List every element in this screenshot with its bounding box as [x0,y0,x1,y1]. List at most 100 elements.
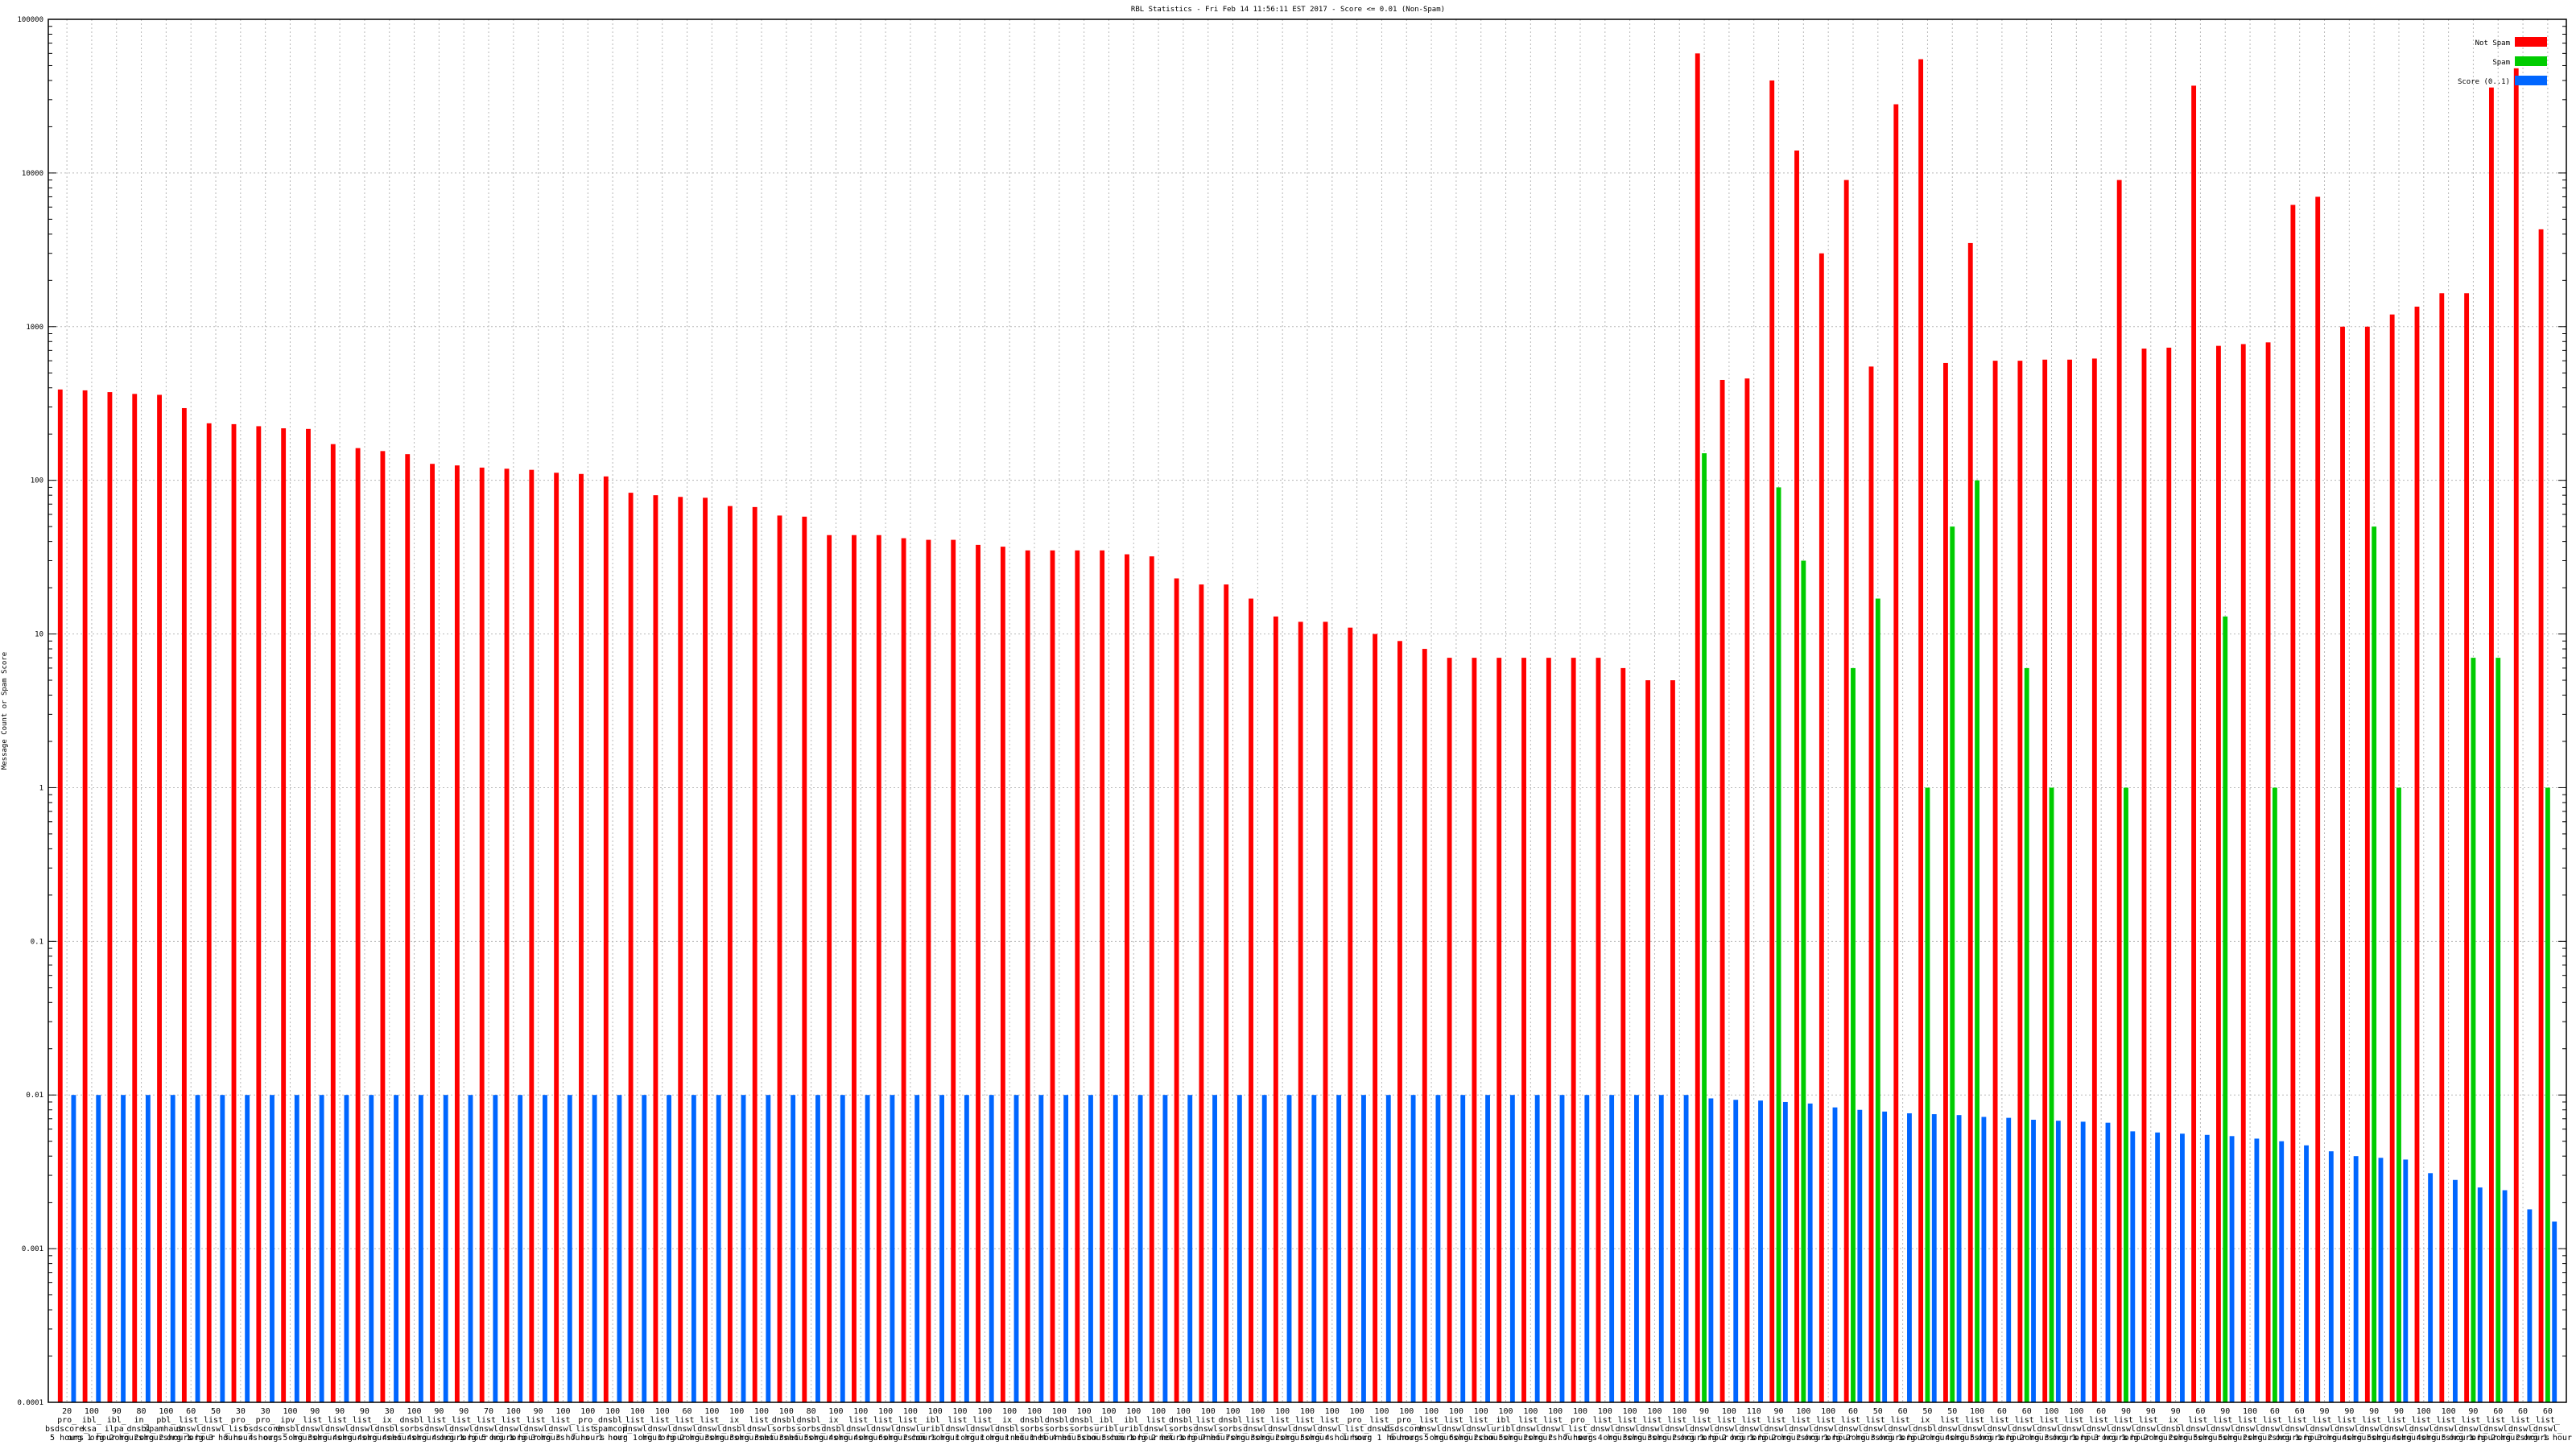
not-spam-bar [2091,358,2097,1402]
x-tick-label: 90 list_ dnswl_ org 4 hours [2372,1407,2425,1443]
score-bar [1038,1095,1044,1402]
x-tick-label: 100 dnsbl_ spamcop_ 1 hour [593,1407,633,1443]
x-tick-label: 60 list_ dnswl_ org 2 hours [660,1407,713,1443]
spam-bar [1702,453,1707,1403]
score-bar [145,1095,151,1402]
not-spam-bar [430,464,435,1403]
x-tick-label: 100 dnsbl_ sorbs_ net 4 hours [387,1407,440,1443]
spam-bar [2272,787,2277,1402]
x-tick-label: 60 list_ dnswl_ org 2 hours [2496,1407,2549,1443]
score-bar [791,1095,796,1402]
score-bar [1907,1113,1912,1402]
not-spam-bar [1794,150,1799,1403]
not-spam-bar [1025,550,1030,1403]
score-bar [1385,1095,1391,1402]
not-spam-bar [1050,550,1055,1403]
not-spam-bar [1521,658,1526,1402]
y-tick-label: 1 [39,784,43,792]
x-tick-label: 100 list_ dnswl_ org 2 hours [1653,1407,1706,1443]
not-spam-bar [926,539,931,1402]
score-bar [1832,1107,1838,1402]
x-tick-label: 100 list_ dnswl_ org 1 hour [935,1407,984,1443]
not-spam-bar [1224,584,1229,1402]
score-bar [1137,1095,1143,1402]
spam-bar [2124,787,2128,1402]
x-tick-label: 100 list_ dnswl_ org 4 hours [834,1407,887,1443]
y-axis-ticks: 100000 10000 1000 100 10 1 0.1 0.01 0.001 0.0001 [17,16,2566,1407]
score-bar [319,1095,324,1402]
score-bar [1931,1114,1937,1402]
x-tick-label: 100 list_ dnswl_ org 1 hour [638,1407,687,1443]
score-bar [1460,1095,1466,1402]
score-bar [1162,1095,1168,1402]
x-tick-label: 100 list_ dnswl_ org 2 hours [1132,1407,1185,1443]
not-spam-bar [2513,68,2519,1402]
x-tick-label: 90 list_ dnswl_ org 2 hours [1752,1407,1805,1443]
legend-swatch [2515,76,2547,85]
score-bar [344,1095,349,1402]
y-tick-label: 100000 [17,16,43,24]
score-bar [2477,1187,2483,1402]
score-bar [890,1095,895,1402]
not-spam-bar [504,469,510,1402]
not-spam-bar [1843,180,1849,1402]
not-spam-bar [1199,584,1204,1402]
x-tick-label: 90 list_ dnswl_ org 3 hours [512,1407,565,1443]
x-tick-label: 50 ix_ dnsbl_ org 2 hours [1901,1407,1954,1443]
not-spam-bar [256,426,262,1402]
not-spam-bar [727,506,733,1402]
legend: Not Spam Spam Score (0..1) [2458,37,2547,86]
score-bar [1658,1095,1664,1402]
score-bar [989,1095,994,1402]
not-spam-bar [2042,359,2048,1403]
x-tick-label: 90 list_ dnswl_ org 4 hours [2322,1407,2376,1443]
spam-bar [2223,616,2228,1402]
x-tick-label: 30 pro_ bsdscore_ 4 hours [244,1407,288,1443]
score-bar [468,1095,473,1402]
not-spam-bar [1373,634,1378,1402]
not-spam-bar [1447,658,1452,1402]
score-bar [1509,1095,1515,1402]
score-bar [2552,1221,2557,1402]
not-spam-bar [678,497,683,1402]
score-bar [2378,1158,2384,1402]
x-tick-label: 100 list_ dnswl_ org 2 hours [1455,1407,1508,1443]
score-bar [865,1095,870,1402]
not-spam-bar [2116,180,2122,1402]
x-tick-label: 100 ix_ dnsbl_ org 4 hours [809,1407,862,1443]
score-bar [840,1095,845,1402]
score-bar [1807,1103,1813,1402]
score-bar [2055,1121,2061,1402]
not-spam-bar [1893,104,1899,1403]
score-bar [1261,1095,1267,1402]
score-bar [170,1095,175,1402]
score-bar [220,1095,225,1402]
score-bar [2502,1190,2508,1402]
x-tick-label: 90 list_ dnswl_ org 2 hours [2124,1407,2178,1443]
spam-bar [1950,526,1955,1403]
not-spam-bar [2216,345,2221,1402]
score-bar [2204,1134,2210,1402]
x-tick-label: 30 ix_ dnsbl_ org 4 hours [363,1407,416,1443]
not-spam-bar [777,515,782,1402]
spam-bar [1851,667,1856,1402]
x-tick-label: 110 list_ dnswl_ org 1 hour [1730,1407,1778,1443]
not-spam-bar [1992,361,1998,1403]
x-tick-label: 100 list_ dnswl_ org 1 hour [1804,1407,1852,1443]
score-bar [716,1095,721,1402]
x-tick-label: 100 list_ dnswl_ org 3 hours [536,1407,589,1443]
score-bar [394,1095,398,1402]
score-bar [2006,1117,2012,1402]
x-tick-label: 50 list_ dnswl_ org 3 hours [189,1407,242,1443]
x-tick-label: 60 list_ dnswl_ org 1 hour [1879,1407,1927,1443]
x-tick-label: 60 list_ dnswl_ org 1 hour [2276,1407,2324,1443]
not-spam-bar [1943,362,1948,1402]
not-spam-bar [852,535,857,1403]
chart-title: RBL Statistics - Fri Feb 14 11:56:11 EST… [1131,6,1445,14]
x-tick-label: 90 ix_ dnsbl_ org 2 hours [2149,1407,2202,1443]
not-spam-bar [579,473,584,1402]
not-spam-bar [2240,344,2246,1402]
x-tick-label: 100 dnsbl_ sorbs_ net 7 hours [1206,1407,1259,1443]
not-spam-bar [1422,649,1427,1402]
x-tick-label: 100 ix_ dnsbl_ org 3 hours [710,1407,763,1443]
